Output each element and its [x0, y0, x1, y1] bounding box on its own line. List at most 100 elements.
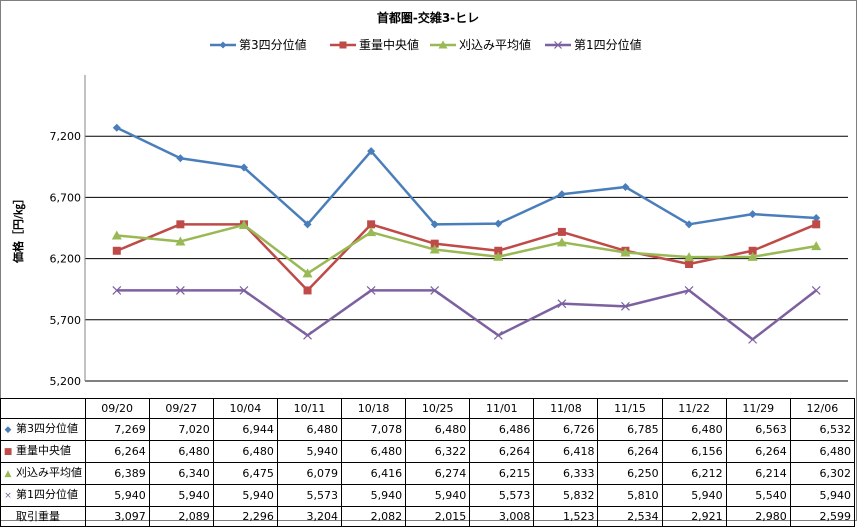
- data-point: [685, 220, 694, 229]
- data-label: 6,475: [212, 462, 278, 485]
- data-label: 6,215: [469, 462, 535, 485]
- data-label: 2,980: [725, 506, 791, 527]
- data-label: 2,534: [597, 506, 663, 527]
- data-point: [430, 220, 439, 229]
- data-label: 6,389: [84, 462, 150, 485]
- y-tick-label: 6,700: [50, 191, 82, 204]
- series-4: [112, 285, 821, 344]
- data-label: 6,944: [212, 418, 278, 441]
- legend-key-icon: ◆: [4, 425, 12, 435]
- data-point: [111, 230, 122, 240]
- data-label: 3,204: [276, 506, 343, 527]
- data-point: [176, 220, 185, 229]
- data-label: 7,078: [341, 418, 407, 441]
- data-label: 6,156: [661, 440, 727, 463]
- series-1: [112, 123, 821, 229]
- data-label: 6,480: [405, 418, 471, 441]
- data-point: [494, 219, 503, 228]
- gridlines: [84, 75, 848, 382]
- legend-label: 第3四分位値: [239, 37, 307, 52]
- data-label: 6,416: [341, 462, 407, 485]
- data-label: 6,214: [725, 462, 791, 485]
- data-label: 6,250: [597, 462, 663, 485]
- data-label: 6,563: [725, 418, 791, 441]
- table-row: 取引重量 3,097 2,089 2,296 3,204 2,082 2,015 3,008 1…: [0, 506, 856, 527]
- data-label: 5,940: [84, 484, 150, 507]
- data-label: 6,333: [533, 462, 599, 485]
- data-label: 6,274: [405, 462, 471, 485]
- data-label: 2,082: [341, 506, 407, 527]
- y-tick-label: 5,700: [50, 314, 82, 327]
- data-point: [493, 251, 504, 261]
- data-point: [684, 285, 694, 295]
- data-point: [175, 285, 185, 295]
- data-label: 5,940: [341, 484, 407, 507]
- x-tick-label: 12/06: [789, 398, 856, 419]
- data-point: [367, 220, 376, 229]
- legend-item: 第3四分位値: [210, 37, 307, 52]
- data-point: [239, 163, 248, 172]
- legend-key-icon: ■: [3, 447, 13, 457]
- data-point: [812, 213, 821, 222]
- data-label: 3,008: [469, 506, 535, 527]
- x-tick-label: 09/27: [148, 398, 214, 419]
- data-point: [748, 334, 758, 344]
- data-label: 6,480: [276, 418, 343, 441]
- data-point: [366, 285, 376, 295]
- data-point: [112, 246, 121, 255]
- table-row-label: ▲ 刈込み平均値: [0, 462, 86, 485]
- data-label: 6,264: [597, 440, 663, 463]
- table-row: × 第1四分位値 5,940 5,940 5,940 5,573 5,940 5,940 5,5…: [0, 484, 856, 507]
- data-label: 2,089: [148, 506, 214, 527]
- legend-label: 刈込み平均値: [459, 37, 531, 52]
- data-point: [303, 220, 312, 229]
- y-tick-label: 7,200: [50, 130, 82, 143]
- table-row: ■ 重量中央値 6,264 6,480 6,480 5,940 6,480 6,322 6,26…: [0, 440, 856, 463]
- data-label: 6,480: [789, 440, 856, 463]
- data-point: [303, 286, 312, 295]
- data-point: [621, 182, 630, 191]
- legend-label: 第1四分位値: [574, 37, 642, 52]
- table-corner: [0, 398, 86, 419]
- data-point: [557, 227, 566, 236]
- data-label: 6,480: [341, 440, 407, 463]
- table-header-row: 09/20 09/27 10/04 10/11 10/18 10/25 11/01 11/08…: [0, 398, 856, 419]
- data-point: [494, 246, 503, 255]
- legend-marker: [554, 41, 562, 49]
- data-label: 6,480: [661, 418, 727, 441]
- data-point: [557, 299, 567, 309]
- chart-title: 首都圏-交雑3-ヒレ: [377, 10, 479, 25]
- data-point: [239, 285, 249, 295]
- x-tick-label: 10/25: [405, 398, 471, 419]
- table-row-label: ■ 重量中央値: [0, 440, 86, 463]
- table-row-label: ◆ 第3四分位値: [0, 418, 86, 441]
- table-row-label: 取引重量: [0, 506, 86, 527]
- data-label: 6,079: [276, 462, 343, 485]
- data-label: 5,940: [405, 484, 471, 507]
- data-label: 6,418: [533, 440, 599, 463]
- y-axis-ticks: 5,200 5,700 6,200 6,700 7,200: [50, 130, 82, 388]
- legend-item: 刈込み平均値: [430, 37, 531, 52]
- series-line: [116, 223, 817, 275]
- table-row: ▲ 刈込み平均値 6,389 6,340 6,475 6,079 6,416 6,274 6,2…: [0, 462, 856, 485]
- series-group: [111, 123, 822, 344]
- data-label: 5,832: [533, 484, 599, 507]
- chart-svg: 首都圏-交雑3-ヒレ 第3四分位値 重量中央値 刈込み平均値 第1四分位値 5,200…: [11, 10, 848, 388]
- data-label: 6,726: [533, 418, 599, 441]
- data-point: [493, 330, 503, 340]
- data-label: 6,486: [469, 418, 535, 441]
- x-tick-label: 10/04: [212, 398, 278, 419]
- data-label: 2,599: [789, 506, 856, 527]
- data-point: [176, 154, 185, 163]
- data-point: [685, 259, 694, 268]
- data-point: [811, 285, 821, 295]
- x-tick-label: 11/08: [533, 398, 599, 419]
- data-label: 2,921: [661, 506, 727, 527]
- data-point: [112, 123, 121, 132]
- data-label: 6,302: [789, 462, 856, 485]
- data-point: [366, 227, 377, 237]
- data-label: 5,940: [789, 484, 856, 507]
- x-tick-label: 10/11: [276, 398, 343, 419]
- data-label: 5,573: [276, 484, 343, 507]
- data-label: 6,480: [212, 440, 278, 463]
